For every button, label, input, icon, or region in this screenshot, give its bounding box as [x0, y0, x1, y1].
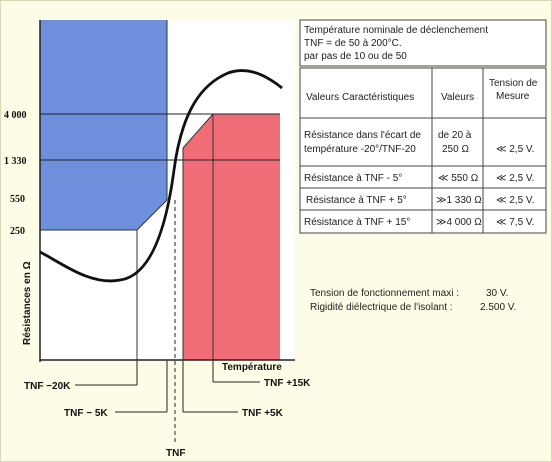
table-row-1-label-2: température -20°/TNF-20: [304, 144, 416, 155]
info-line-3: par pas de 10 ou de 50: [304, 51, 407, 62]
table-row-3-label: Résistance à TNF + 5°: [306, 195, 407, 206]
table-row-4-value: ≫4 000 Ω: [436, 217, 482, 228]
label-tnf-minus-20k: TNF −20K: [24, 381, 71, 392]
table-header-characteristics: Valeurs Caractéristiques: [306, 92, 414, 103]
label-tnf-plus-5k: TNF +5K: [242, 408, 284, 419]
info-line-2: TNF = de 50 à 200°C.: [304, 38, 402, 49]
blue-zone: [40, 20, 167, 230]
table-header-values: Valeurs: [441, 92, 474, 103]
label-tnf: TNF: [166, 448, 185, 459]
resistance-curve: [39, 69, 283, 283]
y-tick-250: 250: [10, 226, 25, 237]
info-box: [299, 19, 547, 67]
x-axis-label: Température: [222, 362, 282, 373]
table-row-2-label: Résistance à TNF - 5°: [304, 173, 402, 184]
reference-lines: [40, 113, 280, 161]
table-row-1-voltage: ≪ 2,5 V.: [496, 144, 534, 155]
footer-dielectric-value: 2.500 V.: [480, 302, 516, 313]
table-row-3-value: ≫1 330 Ω: [436, 195, 482, 206]
table-row-4-voltage: ≪ 7,5 V.: [496, 217, 534, 228]
table-row-2-voltage: ≪ 2,5 V.: [496, 173, 534, 184]
table-row-4-label: Résistance à TNF + 15°: [304, 217, 410, 228]
y-axis-label: Résistances en Ω: [22, 261, 33, 345]
label-tnf-minus-5k: TNF − 5K: [64, 408, 108, 419]
info-line-1: Température nominale de déclenchement: [304, 25, 488, 36]
table-row-2-value: ≪ 550 Ω: [438, 173, 479, 184]
table-row-1-value-1: de 20 à: [438, 130, 472, 141]
table-header-voltage-1: Tension de: [489, 78, 538, 89]
table-header-voltage-2: Mesure: [496, 91, 530, 102]
footer-operating-voltage-label: Tension de fonctionnement maxi :: [310, 288, 459, 299]
y-tick-550: 550: [10, 194, 25, 205]
y-tick-4000: 4 000: [4, 110, 27, 121]
red-zone: [183, 114, 280, 360]
y-tick-1330: 1 330: [4, 156, 27, 167]
table-row-1-value-2: 250 Ω: [442, 144, 469, 155]
table-row-1-label-1: Résistance dans l'écart de: [304, 130, 421, 141]
footer-dielectric-label: Rigidité diélectrique de l'isolant :: [310, 302, 453, 313]
table-row-3-voltage: ≪ 2,5 V.: [496, 195, 534, 206]
characteristics-table: Valeurs Caractéristiques Valeurs Tension…: [299, 67, 547, 234]
box-outlines: [40, 20, 214, 360]
marker-lines: [75, 200, 260, 442]
footer-operating-voltage-value: 30 V.: [486, 288, 508, 299]
label-tnf-plus-15k: TNF +15K: [264, 378, 311, 389]
